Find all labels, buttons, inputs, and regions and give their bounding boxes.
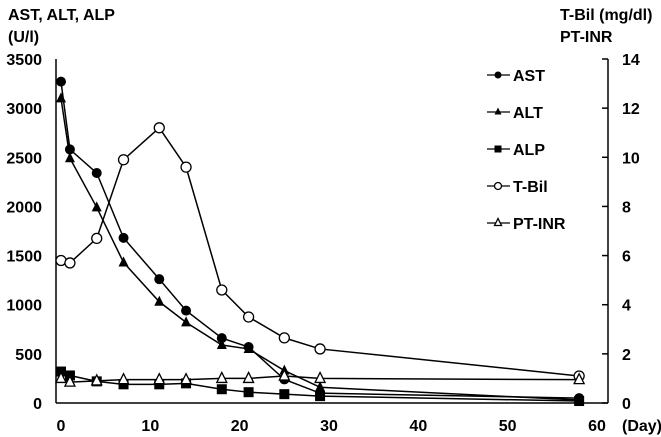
series-alt [56,92,585,405]
filled-triangle-marker [64,152,75,163]
open-circle-marker [91,232,103,245]
legend-item-ast: AST [487,68,545,85]
right-axis-title-line2: PT-INR [560,29,613,46]
left-tick-label: 1500 [6,249,42,266]
axes: 0 500 1000 1500 2000 2500 3000 3500 0 2 4 6 8 10 12 14 0… [6,52,639,435]
filled-triangle-marker [181,316,192,327]
open-circle-marker [242,311,255,323]
x-tick-label: 60 [588,418,606,435]
open-triangle-marker [573,372,586,385]
filled-triangle-marker [56,92,66,103]
filled-circle-marker [64,144,75,155]
right-tick-label: 6 [622,249,631,266]
left-tick-label: 1000 [6,298,42,315]
legend-label: ALT [513,105,543,122]
open-circle-marker [180,161,192,173]
filled-square-marker [279,389,290,400]
left-tick-label: 500 [15,347,42,364]
filled-square-marker [243,387,254,398]
open-triangle-marker [314,370,327,384]
filled-square-marker [154,379,165,390]
open-triangle-marker [215,370,228,384]
right-tick-label: 8 [622,199,631,216]
open-triangle-marker [278,368,291,381]
open-triangle-marker [153,372,166,385]
filled-triangle-marker [243,342,254,353]
legend: AST ALT ALP T-Bil PT-INR [487,68,566,233]
x-tick-label: 20 [231,418,249,435]
right-tick-label: 4 [622,298,631,315]
legend-item-pt-inr: PT-INR [487,216,566,233]
filled-square-marker [574,396,585,407]
legend-label: T-Bil [513,179,548,196]
legend-item-alp: ALP [487,142,545,159]
left-tick-label: 2500 [6,150,42,167]
open-circle-marker [153,122,165,134]
filled-triangle-marker [494,107,502,115]
filled-square-marker [118,379,129,390]
filled-square-marker [494,145,502,153]
open-circle-marker [314,343,326,355]
right-tick-label: 14 [622,52,640,69]
open-triangle-marker [180,372,193,385]
filled-triangle-marker [154,295,165,306]
open-circle-marker [216,284,228,296]
open-circle-marker [278,332,290,344]
open-circle-marker [64,257,76,269]
right-tick-label: 2 [622,347,631,364]
x-tick-label: 0 [57,418,66,435]
legend-item-t-bil: T-Bil [487,179,548,196]
filled-triangle-marker [315,381,326,392]
open-triangle-marker [117,372,130,385]
legend-label: ALP [513,142,545,159]
open-triangle-marker [54,370,68,384]
data-series [54,76,586,407]
open-triangle-marker [242,370,255,384]
open-triangle-marker [63,374,76,387]
left-tick-label: 3000 [6,101,42,118]
filled-square-marker [315,391,326,402]
left-tick-label: 3500 [6,52,42,69]
open-circle-marker [493,181,503,191]
left-axis-title-line2: (U/l) [8,29,39,46]
x-tick-label: 40 [409,418,427,435]
open-circle-marker [117,154,130,166]
x-tick-label: 30 [320,418,338,435]
filled-circle-marker [56,76,66,87]
x-tick-label: 50 [499,418,517,435]
series-t-bil [55,122,585,382]
right-tick-label: 10 [622,150,640,167]
filled-circle-marker [154,274,165,285]
left-tick-label: 2000 [6,199,42,216]
right-tick-label: 12 [622,101,640,118]
open-triangle-marker [493,217,503,227]
series-line [60,126,580,377]
filled-circle-marker [91,168,102,179]
series-line [60,98,580,401]
series-pt-inr [54,368,586,387]
filled-triangle-marker [91,201,102,212]
filled-triangle-marker [118,256,129,267]
filled-circle-marker [494,71,502,79]
legend-item-alt: ALT [487,105,543,122]
left-axis-title-line1: AST, ALT, ALP [8,7,115,24]
legend-label: PT-INR [513,216,566,233]
filled-square-marker [216,384,227,395]
x-tick-label: 10 [141,418,159,435]
filled-triangle-marker [216,339,227,350]
right-axis-title-line1: T-Bil (mg/dl) [560,7,652,24]
legend-label: AST [513,68,545,85]
left-tick-label: 0 [33,396,42,413]
x-axis-title: (Day) [622,418,661,435]
right-tick-label: 0 [622,396,631,413]
filled-circle-marker [118,232,129,243]
open-triangle-marker [90,373,103,386]
filled-circle-marker [181,305,192,316]
filled-circle-marker [216,333,227,344]
